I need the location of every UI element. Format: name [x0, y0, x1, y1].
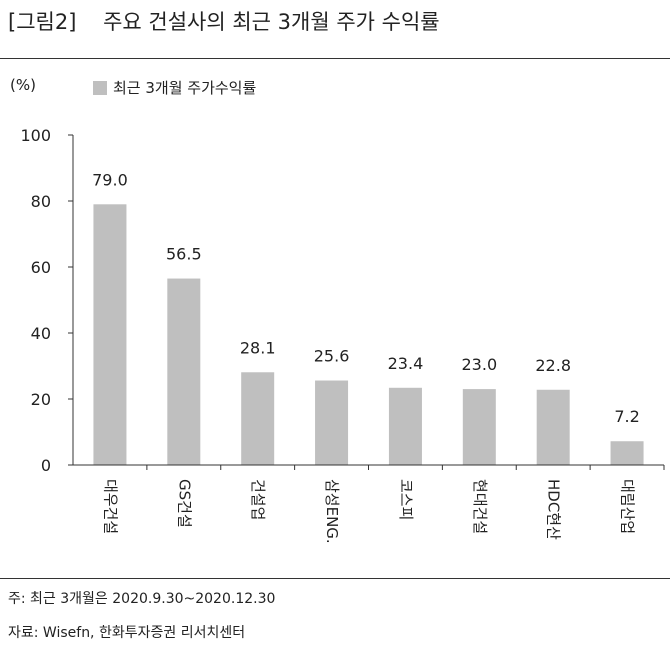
notes-rule [0, 578, 670, 579]
legend: 최근 3개월 주가수익률 [93, 77, 256, 98]
bar [315, 380, 349, 465]
bar [241, 372, 275, 465]
y-tick-label: 0 [41, 456, 51, 475]
bar-value-label: 25.6 [314, 347, 350, 366]
x-tick-label: 현대건설 [471, 479, 489, 534]
legend-swatch [93, 80, 107, 95]
bar [167, 278, 201, 465]
y-unit-label: (%) [10, 76, 36, 94]
bar [462, 389, 496, 465]
note-period: 주: 최근 3개월은 2020.9.30~2020.12.30 [8, 591, 276, 607]
bar-value-label: 23.0 [462, 355, 498, 374]
y-tick-label: 80 [31, 192, 51, 211]
x-tick-label: 대림산업 [619, 479, 637, 534]
y-tick-label: 40 [31, 324, 51, 343]
x-tick-label: 삼성ENG. [323, 479, 341, 544]
x-tick-label: 코스피 [397, 479, 415, 520]
bar [610, 441, 644, 465]
figure-title: [그림2] 주요 건설사의 최근 3개월 주가 수익률 [8, 10, 440, 34]
bar-value-label: 22.8 [535, 356, 571, 375]
bar-value-label: 79.0 [92, 170, 128, 189]
bar [388, 387, 422, 465]
bar [536, 389, 570, 465]
legend-label: 최근 3개월 주가수익률 [113, 79, 257, 97]
x-tick-label: 건설업 [249, 479, 267, 520]
y-tick-label: 60 [31, 258, 51, 277]
x-tick-label: GS건설 [175, 479, 193, 528]
y-tick-label: 20 [31, 390, 51, 409]
x-tick-label: 대우건설 [101, 479, 119, 534]
x-tick-label: HDC현산 [545, 479, 563, 540]
bar-value-label: 7.2 [614, 407, 639, 426]
bar-value-label: 56.5 [166, 245, 202, 264]
bar-value-label: 28.1 [240, 338, 276, 357]
y-tick-label: 100 [20, 126, 51, 145]
bar [93, 204, 127, 466]
title-rule [0, 58, 670, 59]
bar-chart: 0 20 40 60 80 100 79.0 대우건설 56.5 GS건설 28.1 건설업 25.6 삼… [20, 126, 665, 544]
bar-value-label: 23.4 [388, 354, 424, 373]
note-source: 자료: Wisefn, 한화투자증권 리서치센터 [8, 625, 246, 641]
